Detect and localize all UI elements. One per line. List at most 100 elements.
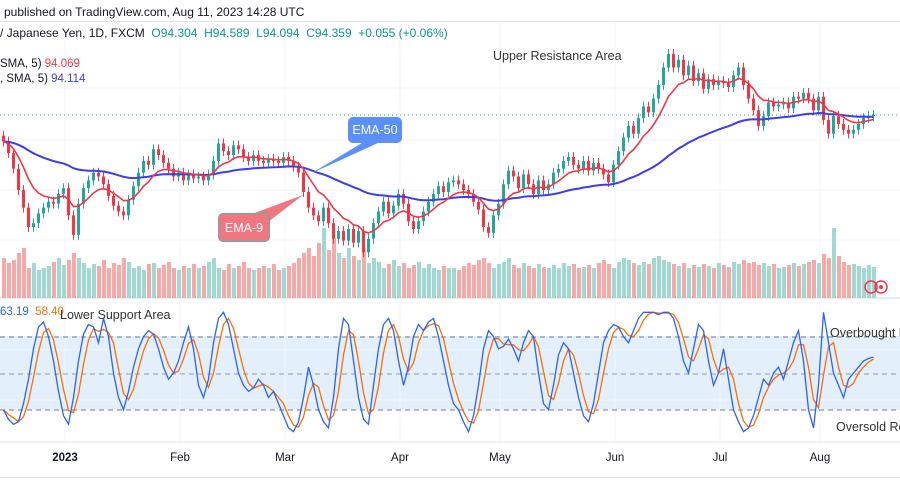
- volume-bar: [802, 264, 806, 298]
- volume-bar: [767, 266, 771, 298]
- volume-bar: [262, 266, 266, 298]
- candle: [72, 215, 75, 235]
- candle: [157, 149, 160, 156]
- candle: [262, 160, 265, 163]
- candle: [612, 164, 615, 183]
- candle: [857, 123, 860, 130]
- candle: [117, 205, 120, 212]
- publish-bar: published on TradingView.com, Aug 11, 20…: [0, 0, 900, 22]
- candle: [187, 174, 190, 181]
- volume-bar: [507, 258, 511, 298]
- stoch-legend[interactable]: 63.19 58.40: [0, 306, 64, 318]
- candle: [182, 172, 185, 181]
- volume-bar: [567, 266, 571, 298]
- candle: [312, 207, 315, 216]
- candle: [477, 201, 480, 210]
- candle: [572, 157, 575, 165]
- symbol-legend: / Japanese Yen, 1D, FXCM O94.304 H94.589…: [0, 26, 448, 40]
- candle: [307, 192, 310, 208]
- ema-50-line: [3, 111, 874, 202]
- candle: [297, 166, 300, 173]
- volume-bar: [282, 268, 286, 298]
- volume-bar: [547, 268, 551, 298]
- volume-bar: [232, 268, 236, 298]
- candle: [437, 186, 440, 194]
- volume-bar: [297, 258, 301, 298]
- volume-bar: [727, 267, 731, 298]
- volume-bar: [52, 262, 56, 298]
- candle: [27, 207, 30, 228]
- upper-resistance-label: Upper Resistance Area: [493, 49, 622, 63]
- candle: [327, 207, 330, 224]
- candle: [527, 174, 530, 185]
- candle: [872, 115, 875, 117]
- candle: [382, 201, 385, 212]
- volume-bar: [612, 268, 616, 298]
- volume-bar: [852, 264, 856, 298]
- volume-bar: [202, 266, 206, 298]
- time-axis-label: 2023: [52, 452, 78, 464]
- ema-50-legend[interactable]: , SMA, 5) 94.114: [0, 73, 85, 85]
- candle: [652, 98, 655, 113]
- volume-bar: [457, 270, 461, 298]
- ema-50-callout[interactable]: EMA-50: [348, 117, 402, 143]
- volume-bar: [367, 263, 371, 298]
- candle: [712, 79, 715, 86]
- candle: [352, 229, 355, 243]
- volume-bar: [487, 263, 491, 298]
- volume-bar: [492, 268, 496, 298]
- candle: [492, 215, 495, 233]
- candle: [567, 157, 570, 161]
- volume-bar: [477, 260, 481, 298]
- volume-bar: [737, 264, 741, 298]
- candle: [167, 162, 170, 169]
- volume-bar: [647, 264, 651, 298]
- candle: [697, 73, 700, 82]
- volume-bar: [22, 248, 26, 298]
- candle: [852, 129, 855, 134]
- volume-bar: [527, 266, 531, 298]
- candle: [672, 53, 675, 68]
- volume-bar: [637, 265, 641, 298]
- candle: [302, 172, 305, 193]
- candle: [777, 104, 780, 107]
- volume-bar: [17, 253, 21, 298]
- candle: [582, 160, 585, 169]
- candle: [587, 160, 590, 171]
- candle: [122, 211, 125, 216]
- candle: [447, 182, 450, 193]
- ema-9-legend-label: SMA, 5): [0, 58, 42, 70]
- candle: [62, 188, 65, 194]
- candle: [227, 151, 230, 156]
- time-axis-label: Jun: [605, 452, 625, 464]
- volume-bar: [412, 265, 416, 298]
- candle: [602, 168, 605, 175]
- volume-bar: [817, 263, 821, 298]
- volume-bar: [757, 265, 761, 298]
- volume-bar: [372, 258, 376, 298]
- volume-bar: [832, 228, 836, 298]
- volume-bar: [717, 263, 721, 298]
- candle: [387, 201, 390, 214]
- volume-bar: [532, 268, 536, 298]
- candle: [232, 145, 235, 156]
- volume-bar: [602, 260, 606, 298]
- published-text: published on TradingView.com, Aug 11, 20…: [4, 5, 305, 19]
- volume-bar: [687, 268, 691, 298]
- candle: [637, 118, 640, 134]
- replay-circle-icon[interactable]: [864, 280, 888, 294]
- candle: [322, 207, 325, 222]
- volume-bar: [732, 262, 736, 298]
- candle: [482, 209, 485, 228]
- candle: [342, 230, 345, 241]
- candle: [457, 180, 460, 185]
- ema-9-legend[interactable]: SMA, 5) 94.069: [0, 58, 80, 70]
- ema-9-callout[interactable]: EMA-9: [218, 213, 270, 242]
- candle: [67, 188, 70, 216]
- candle: [112, 195, 115, 206]
- candle: [57, 193, 60, 204]
- candle: [42, 207, 45, 214]
- volume-bar: [82, 263, 86, 298]
- volume-bar: [827, 258, 831, 298]
